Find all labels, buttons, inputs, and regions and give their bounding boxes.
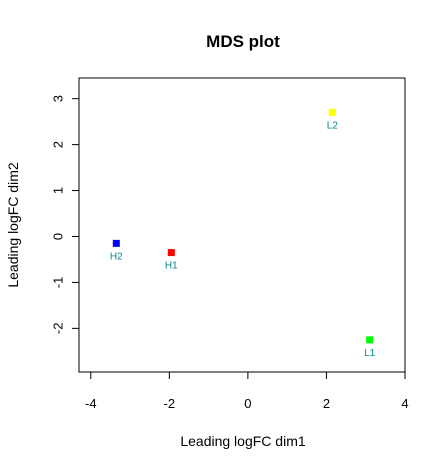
- x-tick-label: -2: [164, 396, 176, 411]
- point-label-l2: L2: [327, 120, 339, 131]
- y-tick-label: 2: [50, 141, 65, 148]
- x-axis-label: Leading logFC dim1: [180, 433, 306, 449]
- data-point-l2: [328, 108, 336, 116]
- point-label-h2: H2: [110, 251, 123, 262]
- data-point-h1: [167, 249, 175, 257]
- plot-area: [78, 77, 406, 373]
- y-tick-label: 0: [50, 233, 65, 240]
- point-label-h1: H1: [165, 261, 178, 272]
- y-axis-ticks: -2 -1 0 1 2 3: [50, 95, 79, 334]
- x-tick-label: 4: [401, 396, 408, 411]
- y-axis-label: Leading logFC dim2: [5, 162, 21, 288]
- x-axis-ticks: -4 -2 0 2 4: [85, 372, 409, 411]
- x-tick-label: -4: [85, 396, 97, 411]
- data-points: H2 H1 L2 L1: [110, 108, 376, 359]
- y-tick-label: 1: [50, 187, 65, 194]
- y-tick-label: -2: [50, 323, 65, 335]
- point-label-l1: L1: [364, 348, 376, 359]
- x-tick-label: 0: [244, 396, 251, 411]
- y-tick-label: -1: [50, 277, 65, 289]
- x-tick-label: 2: [323, 396, 330, 411]
- chart-title: MDS plot: [206, 32, 280, 51]
- y-tick-label: 3: [50, 95, 65, 102]
- data-point-l1: [366, 336, 374, 344]
- data-point-h2: [112, 239, 120, 247]
